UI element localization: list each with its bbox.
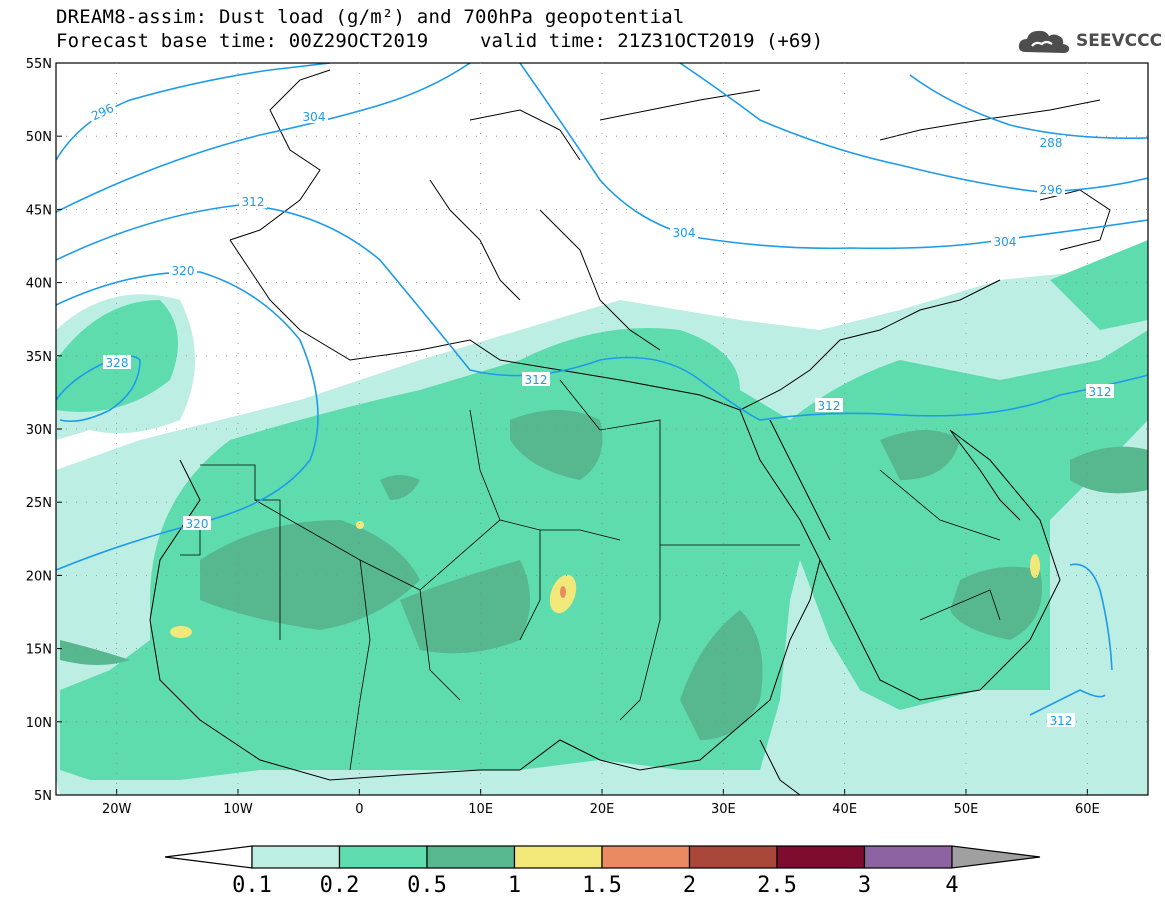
- colorbar-label: 0.1: [232, 873, 272, 898]
- colorbar-box: [863, 845, 953, 869]
- colorbar-label: 4: [945, 873, 958, 898]
- contour-label: 312: [1047, 713, 1075, 728]
- contour-label: 328: [103, 355, 131, 370]
- colorbar-box: [776, 845, 866, 869]
- svg-text:312: 312: [242, 195, 265, 209]
- lon-tick-label: 0: [355, 802, 363, 817]
- lat-tick-label: 10N: [26, 716, 52, 731]
- svg-text:304: 304: [673, 226, 696, 240]
- lat-tick-label: 35N: [26, 350, 52, 365]
- coastlines: [149, 69, 1111, 795]
- lat-tick-label: 30N: [26, 423, 52, 438]
- colorbar-label: 2.5: [757, 873, 797, 898]
- contour-label: 320: [169, 263, 197, 278]
- valid-time: valid time: 21Z31OCT2019 (+69): [480, 30, 824, 52]
- cloud-logo-icon: [1018, 30, 1070, 53]
- lat-tick-label: 5N: [34, 789, 52, 804]
- lat-tick-label: 40N: [26, 277, 52, 292]
- map-title: DREAM8-assim: Dust load (g/m²) and 700hP…: [56, 6, 685, 28]
- colorbar-over-triangle: [951, 845, 1041, 869]
- country-borders: [180, 379, 1001, 771]
- lon-tick-label: 60E: [1075, 802, 1100, 817]
- svg-text:304: 304: [303, 110, 326, 124]
- svg-text:288: 288: [1040, 136, 1063, 150]
- contour-label: 288: [1037, 135, 1065, 150]
- colorbar-box: [688, 845, 778, 869]
- svg-text:312: 312: [1089, 385, 1112, 399]
- colorbar-under-triangle: [164, 845, 253, 869]
- lon-tick-label: 40E: [832, 802, 857, 817]
- colorbar-label: 1.5: [582, 873, 622, 898]
- lon-tick-label: 30E: [711, 802, 736, 817]
- contour-label: 304: [670, 225, 698, 240]
- lat-tick-label: 25N: [26, 496, 52, 511]
- colorbar-label: 2: [683, 873, 696, 898]
- lat-tick-label: 20N: [26, 569, 52, 584]
- contour-label: 320: [183, 516, 211, 531]
- svg-text:312: 312: [525, 373, 548, 387]
- svg-text:296: 296: [1040, 183, 1063, 197]
- lon-tick-label: 20W: [102, 802, 132, 817]
- contour-label: 304: [991, 234, 1019, 249]
- longitude-axis: 20W 10W 0 10E 20E 30E 40E 50E 60E: [102, 789, 1100, 817]
- colorbar-box: [601, 845, 691, 869]
- svg-text:304: 304: [994, 235, 1017, 249]
- colorbar-label: 0.5: [407, 873, 447, 898]
- contour-label: 312: [522, 372, 550, 387]
- contour-label: 296: [1037, 182, 1065, 197]
- lat-tick-label: 50N: [26, 130, 52, 145]
- contour-labels: 296 3043123203283123042962883043123123203…: [86, 98, 1114, 728]
- colorbar: 0.1 0.2 0.5 1 1.5 2 2.5 3 4: [164, 845, 1041, 898]
- lat-tick-label: 55N: [26, 57, 52, 72]
- graticule: [56, 63, 1148, 795]
- contour-label: 312: [1086, 384, 1114, 399]
- colorbar-label: 1: [508, 873, 521, 898]
- colorbar-label: 0.2: [320, 873, 360, 898]
- dust-region-medium: [56, 240, 1148, 780]
- contour-label: 304: [300, 109, 328, 124]
- contour-label: 312: [815, 398, 843, 413]
- lat-tick-label: 45N: [26, 203, 52, 218]
- dust-region-max: [560, 586, 566, 598]
- contour-label: 312: [239, 194, 267, 209]
- seevccc-logo: SEEVCCC: [1018, 26, 1162, 56]
- forecast-base-time: Forecast base time: 00Z29OCT2019: [56, 30, 429, 52]
- lat-tick-label: 15N: [26, 643, 52, 658]
- colorbar-box: [251, 845, 341, 869]
- lon-tick-label: 10W: [223, 802, 253, 817]
- dust-field: [56, 63, 1148, 795]
- logo-text: SEEVCCC: [1076, 31, 1163, 51]
- latitude-axis: 55N 50N 45N 40N 35N 30N 25N 20N 15N 10N 5N: [26, 57, 62, 804]
- colorbar-label: 3: [858, 873, 871, 898]
- lon-tick-label: 10E: [468, 802, 493, 817]
- svg-text:312: 312: [818, 399, 841, 413]
- colorbar-box: [338, 845, 428, 869]
- colorbar-box: [513, 845, 603, 869]
- lon-tick-label: 50E: [954, 802, 979, 817]
- colorbar-box: [426, 845, 516, 869]
- svg-text:320: 320: [172, 264, 195, 278]
- svg-text:320: 320: [186, 517, 209, 531]
- lon-tick-label: 20E: [590, 802, 615, 817]
- svg-text:312: 312: [1050, 714, 1073, 728]
